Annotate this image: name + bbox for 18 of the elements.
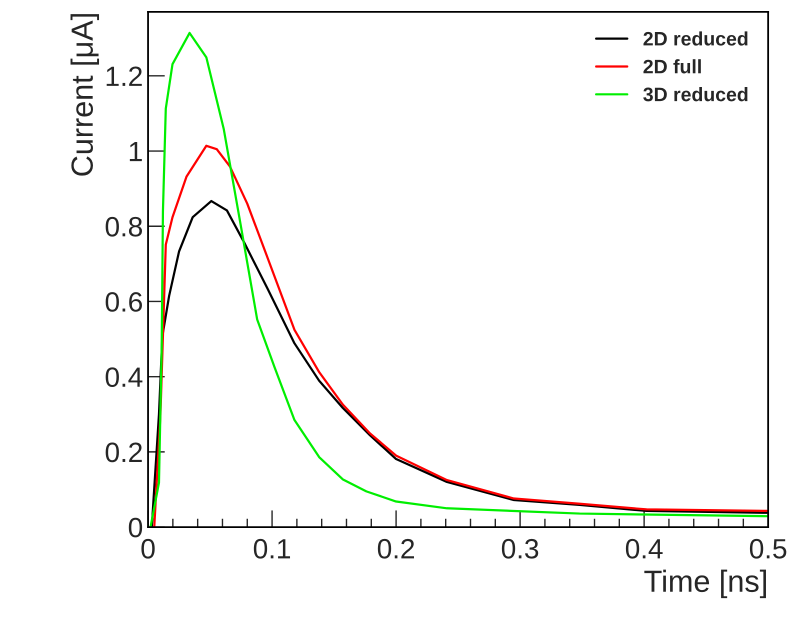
x-axis-title: Time [ns] [644,570,766,598]
x-tick-label: 0.2 [378,538,414,559]
y-tick-label: 0.2 [106,442,142,462]
legend-label: 2D full [643,59,701,74]
x-tick-label: 0.3 [502,538,538,559]
y-tick-label: 0.8 [106,216,142,237]
y-tick-label: 1.2 [106,66,142,86]
x-tick-label: 0.1 [254,538,290,559]
legend-label: 2D reduced [643,31,748,46]
y-tick-label: 0 [128,518,142,538]
y-axis-title: Current [μA] [70,14,100,176]
legend-label: 3D reduced [643,87,748,102]
x-tick-label: 0 [141,538,155,559]
y-tick-label: 1 [130,142,142,162]
y-tick-label: 0.6 [106,292,142,312]
y-tick-label: 0.4 [106,367,142,388]
x-tick-label: 0.4 [626,538,663,559]
x-tick-label: 0.5 [750,538,786,559]
